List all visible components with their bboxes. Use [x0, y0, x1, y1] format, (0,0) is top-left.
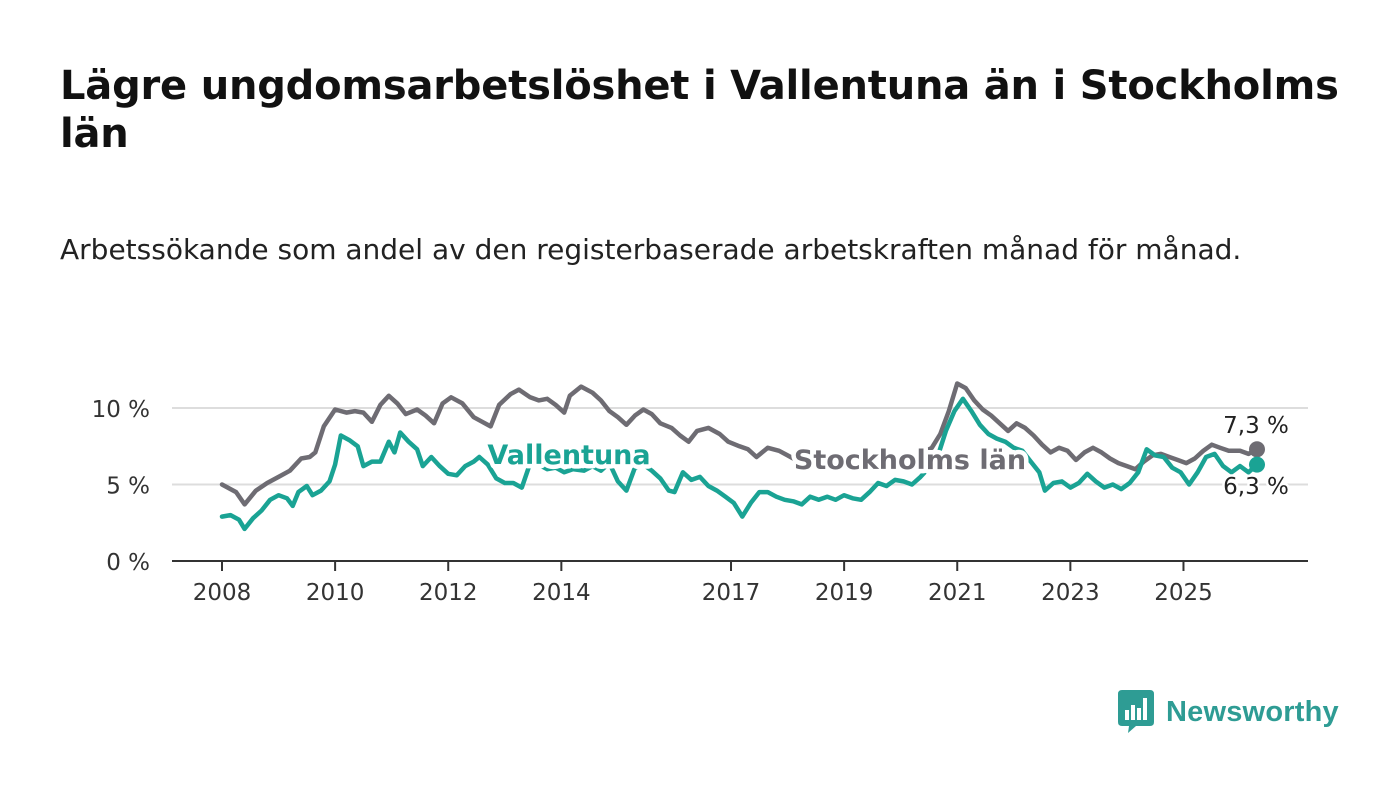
gridlines	[172, 407, 1308, 486]
chart-subtitle: Arbetssökande som andel av den registerb…	[60, 233, 1242, 266]
series-label-stockholm: Stockholms län	[794, 445, 1026, 476]
y-tick-label: 5 %	[106, 474, 150, 500]
series-label-vallentuna: Vallentuna	[487, 440, 650, 471]
y-tick-label: 10 %	[92, 397, 150, 423]
chart-title: Lägre ungdomsarbetslöshet i Vallentuna ä…	[60, 63, 1339, 157]
series-labels: Vallentuna Stockholms län 7,3 % 6,3 %	[483, 411, 1292, 503]
x-tick-label: 2008	[193, 580, 252, 606]
end-value-label-vallentuna: 6,3 %	[1223, 474, 1289, 500]
x-tick-label: 2014	[532, 580, 591, 606]
x-tick-label: 2023	[1041, 580, 1100, 606]
newsworthy-logo[interactable]: Newsworthy	[1118, 690, 1339, 734]
series-lines	[219, 381, 1260, 532]
series-line-vallentuna	[219, 396, 1260, 532]
y-tick-label: 0 %	[106, 550, 150, 576]
x-tick-label: 2012	[419, 580, 478, 606]
x-tick-label: 2025	[1154, 580, 1213, 606]
axes: 0 % 5 % 10 % 2008 2010 2012 2014 2017 2019 2021 20…	[92, 397, 1308, 606]
series-line-stockholm	[219, 381, 1260, 507]
brand-name: Newsworthy	[1166, 695, 1339, 728]
end-point-stockholm	[1249, 441, 1265, 458]
x-tick-label: 2021	[928, 580, 987, 606]
x-tick-label: 2010	[306, 580, 365, 606]
newsworthy-logo-icon	[1118, 690, 1154, 733]
x-tick-label: 2019	[815, 580, 874, 606]
x-tick-label: 2017	[702, 580, 761, 606]
end-value-label-stockholm: 7,3 %	[1223, 413, 1289, 439]
end-point-vallentuna	[1249, 456, 1265, 473]
